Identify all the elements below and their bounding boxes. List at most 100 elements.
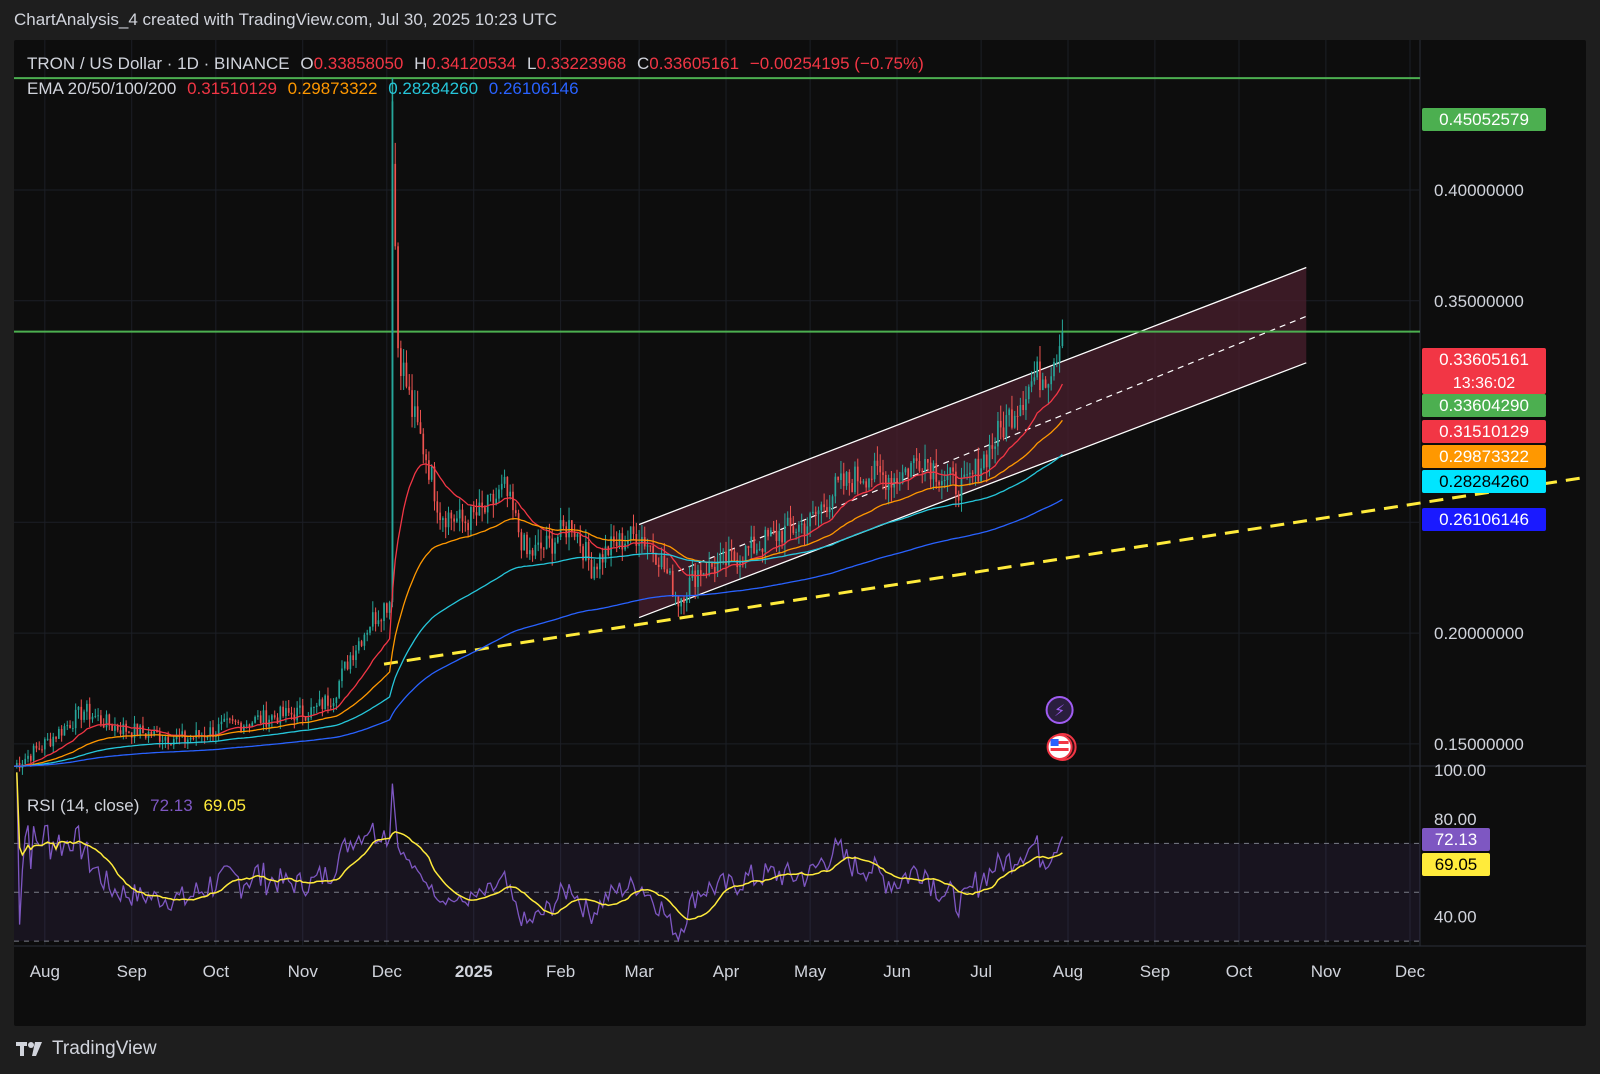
candle-body [307,717,310,721]
candle-body [649,545,652,547]
candle-body [408,386,411,391]
candle-body [517,513,520,533]
ema200-value: 0.26106146 [488,79,579,98]
candle-body [1050,376,1053,385]
candle-body [851,483,854,493]
candle-body [158,732,161,742]
candle-body [414,406,416,417]
candle-body [896,478,898,484]
ema50-value: 0.29873322 [287,79,378,98]
legend-close: 0.33605161 [649,54,740,73]
candle-body [506,476,509,497]
price-tick-label: 0.20000000 [1434,624,1524,643]
price-chart[interactable]: 0.150000000.200000000.250000000.35000000… [14,40,1586,1026]
candle-body [770,530,772,537]
time-tick-label: Jul [970,962,992,981]
price-badge-label: 0.26106146 [1439,510,1529,529]
candle-body [397,246,399,349]
candle-body [890,478,893,488]
candle-body [80,706,83,720]
candle-body [660,555,663,567]
candle-body [1041,379,1044,391]
rsi-badge-label: 69.05 [1435,855,1478,874]
candle-body [865,481,868,488]
candle-body [369,626,371,633]
candle-body [248,724,251,727]
candle-body [15,763,18,767]
candle-body [229,718,231,720]
candle-body [55,736,57,739]
rsi-label: RSI (14, close) [27,796,140,815]
candle-body [385,603,388,613]
candle-body [32,745,35,761]
price-badge-label: 0.31510129 [1439,422,1529,441]
candle-body [719,554,722,562]
us-flag-canton [1050,739,1059,746]
candle-body [697,570,699,587]
rsi-tick-label: 80.00 [1434,810,1477,829]
candle-body [86,703,88,712]
candle-body [1061,331,1064,347]
candle-body [879,465,882,473]
candle-body [988,445,991,468]
candle-body [514,510,517,514]
candle-body [809,513,811,527]
candle-body [94,715,97,717]
candle-body [1030,381,1033,387]
candle-body [212,727,214,737]
candle-body [315,705,318,708]
candle-body [156,730,158,733]
price-badge-label: 0.45052579 [1439,110,1529,129]
candle-body [994,446,996,449]
time-tick-label: Nov [1311,962,1342,981]
channel-lower-line [638,362,1307,619]
candle-body [915,458,918,462]
legend-high: 0.34120534 [426,54,517,73]
candle-body [585,541,587,561]
candle-body [209,727,212,737]
candle-body [164,737,167,741]
candle-body [683,598,685,603]
candle-body [702,573,705,576]
candle-body [433,466,436,502]
candle-body [882,472,884,475]
footer-brand[interactable]: TradingView [16,1038,157,1060]
candle-body [971,472,974,474]
time-tick-label: Oct [203,962,230,981]
chart-area[interactable]: 0.150000000.200000000.250000000.35000000… [14,40,1586,1026]
candle-body [898,483,901,485]
legend-change: −0.00254195 (−0.75%) [749,54,924,73]
candle-body [1016,415,1019,417]
candle-body [489,493,492,495]
candle-body [666,569,668,574]
price-badge [1422,348,1546,394]
candle-body [823,504,825,508]
candle-body [500,483,503,490]
candle-body [366,632,369,635]
candle-body [570,520,573,532]
candle-body [486,494,489,513]
candle-body [840,473,842,481]
time-tick-label: May [794,962,827,981]
candle-body [217,724,220,734]
candle-body [231,719,234,721]
candle-body [161,740,164,742]
candle-body [722,551,725,555]
candle-body [139,725,141,737]
candle-body [116,725,119,731]
price-badge [1422,394,1546,417]
candle-body [447,512,450,528]
candle-body [946,474,949,481]
candle-body [531,550,534,556]
candle-body [551,538,554,554]
candle-body [111,725,113,731]
candle-body [43,739,46,750]
ema100-line [14,453,1063,767]
candle-body [481,502,483,508]
candle-body [1022,404,1024,411]
candle-body [237,721,240,723]
candle-body [727,549,730,566]
candle-body [377,620,380,625]
candle-body [220,721,223,725]
candle-body [503,476,506,484]
